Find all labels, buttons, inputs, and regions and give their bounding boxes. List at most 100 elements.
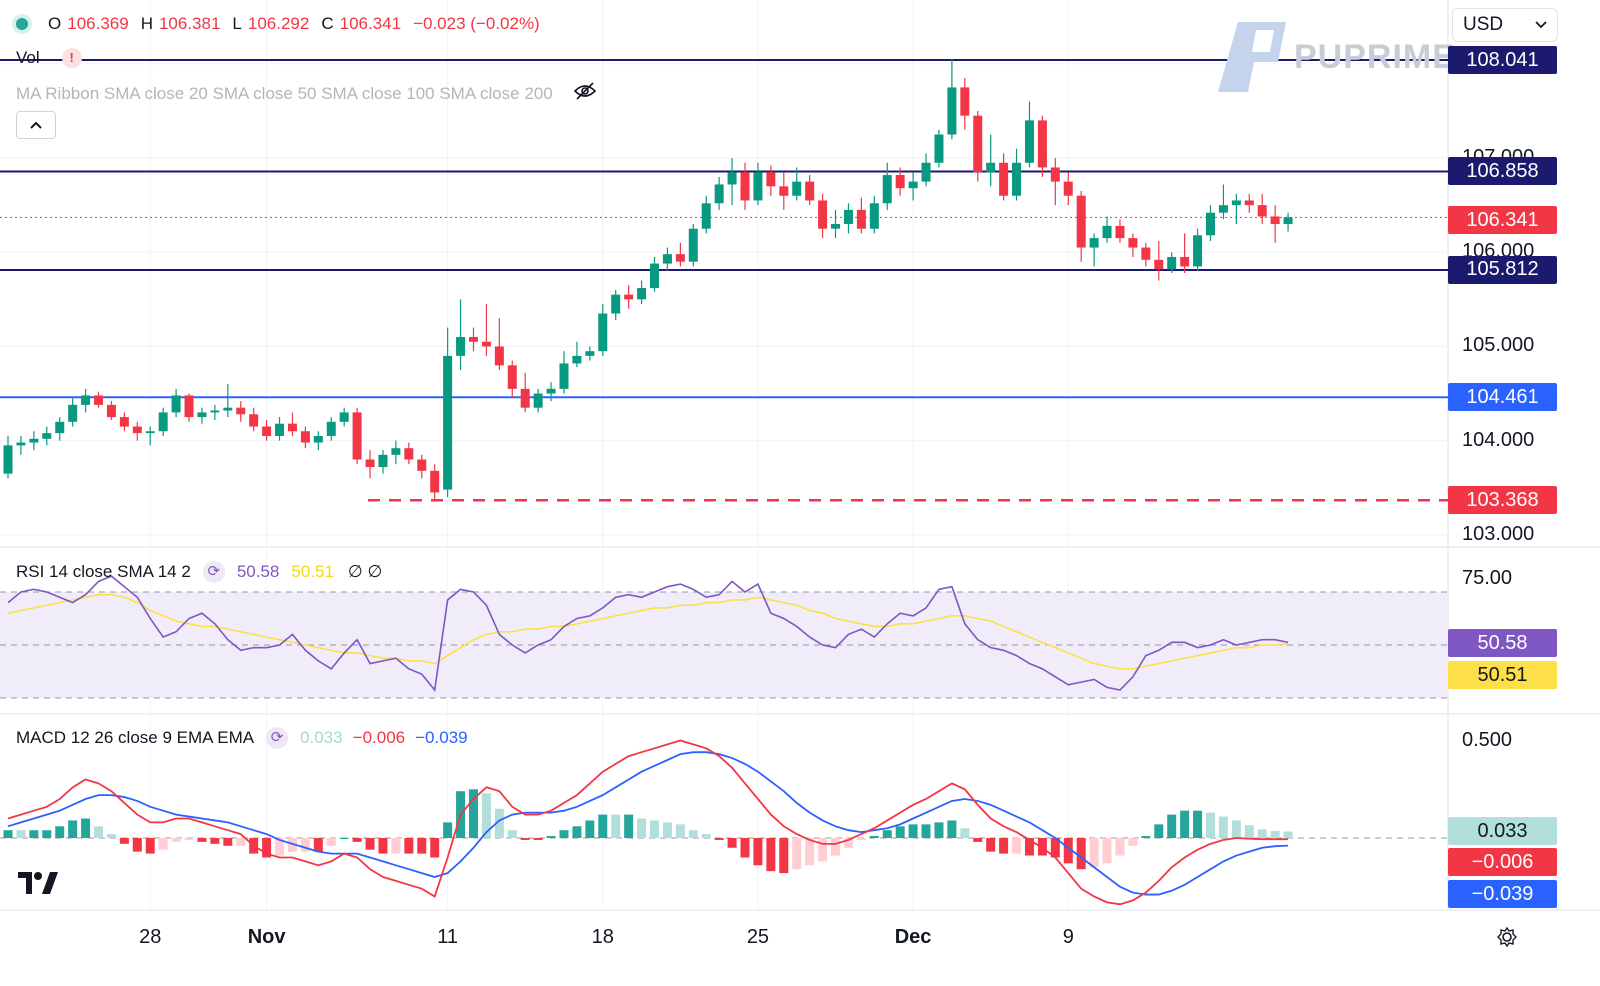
candle-body	[999, 162, 1009, 196]
currency-value: USD	[1463, 14, 1504, 35]
candle-body	[662, 254, 672, 264]
macd-histogram-bar	[559, 830, 569, 838]
macd-histogram-bar	[1102, 838, 1112, 864]
candle-body	[275, 423, 285, 436]
candle-body	[753, 172, 763, 201]
candle-body	[921, 162, 931, 182]
rsi-tick-label: 75.00	[1462, 566, 1513, 589]
candle-body	[1141, 247, 1151, 260]
settings-icon[interactable]	[1496, 926, 1518, 953]
candle-body	[494, 346, 504, 366]
macd-histogram-bar	[986, 838, 996, 852]
macd-histogram-bar	[792, 838, 802, 870]
macd-histogram-bar	[1167, 814, 1177, 838]
candle-body	[481, 341, 491, 347]
candle-body	[1024, 120, 1034, 163]
tradingview-logo-icon[interactable]	[18, 870, 62, 901]
candle-body	[339, 412, 349, 422]
currency-select[interactable]: USD	[1452, 8, 1558, 42]
time-tick-label: Nov	[247, 926, 286, 948]
candle-body	[106, 404, 116, 418]
watermark-text: PUPRIME	[1294, 37, 1456, 76]
macd-histogram-bar	[300, 838, 310, 852]
candle-body	[1193, 235, 1203, 267]
macd-histogram-bar	[675, 824, 685, 838]
candle-body	[1257, 205, 1267, 217]
candle-body	[1050, 167, 1060, 182]
candle-body	[443, 355, 453, 490]
ma-ribbon-legend[interactable]: MA Ribbon SMA close 20 SMA close 50 SMA …	[16, 81, 597, 106]
macd-histogram-bar	[171, 838, 181, 842]
candle-body	[313, 435, 323, 443]
low-value: 106.292	[247, 14, 310, 33]
price-tag: 106.858	[1448, 157, 1557, 186]
open-value: 106.369	[67, 14, 129, 33]
time-tick-label: 28	[139, 926, 162, 948]
macd-histogram-bar	[611, 814, 621, 838]
macd-histogram-bar	[520, 838, 530, 840]
macd-legend[interactable]: MACD 12 26 close 9 EMA EMA ⟳ 0.033 −0.00…	[16, 727, 468, 749]
candle-body	[650, 263, 659, 289]
macd-signal-line	[7, 751, 1289, 896]
macd-histogram-bar	[908, 824, 918, 838]
rsi-legend[interactable]: RSI 14 close SMA 14 2 ⟳ 50.58 50.51 ∅ ∅	[16, 561, 382, 583]
vol-label: Vol	[16, 48, 40, 67]
warning-icon[interactable]: !	[61, 48, 82, 68]
macd-histogram-bar	[766, 838, 776, 872]
candle-body	[119, 417, 129, 427]
high-value: 106.381	[158, 14, 221, 33]
macd-histogram-bar	[856, 838, 866, 840]
macd-histogram-bar	[934, 822, 944, 838]
macd-histogram-bar	[960, 828, 970, 838]
macd-histogram-bar	[1244, 825, 1254, 838]
macd-histogram-bar	[701, 834, 711, 838]
candle-body	[68, 404, 78, 422]
macd-histogram-bar	[598, 814, 608, 838]
macd-hist-value: 0.033	[300, 728, 343, 747]
candle-body	[1037, 120, 1047, 168]
macd-histogram-bar	[275, 838, 285, 856]
macd-histogram-bar	[1180, 810, 1190, 838]
macd-histogram-bar	[430, 838, 440, 858]
collapse-legend-button[interactable]	[16, 111, 56, 139]
macd-histogram-bar	[417, 838, 427, 854]
candle-body	[3, 445, 13, 474]
macd-histogram-bar	[1141, 836, 1151, 838]
watermark: PUPRIME	[1218, 22, 1456, 92]
ohlc-legend: O 106.369 H 106.381 L 106.292 C 106.341 −0.0…	[16, 14, 540, 34]
macd-tick-label: 0.500	[1462, 728, 1513, 751]
macd-histogram-bar	[921, 824, 931, 838]
macd-histogram-bar	[158, 838, 168, 850]
macd-histogram-bar	[1063, 838, 1073, 864]
candle-body	[223, 407, 233, 411]
candle-body	[507, 365, 517, 389]
candle-body	[171, 395, 181, 413]
candle-body	[986, 162, 996, 173]
candle-body	[365, 459, 375, 468]
macd-histogram-bar	[313, 838, 323, 852]
hidden-eye-icon[interactable]	[573, 81, 597, 106]
candle-body	[973, 115, 983, 173]
vol-legend[interactable]: Vol !	[16, 48, 82, 68]
candle-body	[805, 181, 815, 201]
macd-histogram-bar	[481, 793, 491, 838]
macd-histogram-bar	[494, 808, 504, 838]
macd-histogram-bar	[1193, 810, 1203, 838]
candle-body	[55, 421, 65, 434]
macd-histogram-bar	[16, 830, 26, 838]
refresh-icon[interactable]: ⟳	[266, 727, 289, 749]
candle-body	[533, 393, 543, 408]
candle-body	[1102, 225, 1112, 239]
macd-histogram-bar	[68, 820, 78, 838]
candle-body	[598, 313, 608, 352]
price-tick-label: 103.000	[1462, 522, 1535, 545]
candle-body	[546, 388, 556, 394]
macd-histogram-bar	[1076, 838, 1086, 870]
refresh-icon[interactable]: ⟳	[202, 561, 225, 583]
candle-body	[895, 175, 905, 189]
candle-body	[611, 294, 621, 314]
time-tick-label: 9	[1062, 926, 1074, 948]
price-tag: 105.812	[1448, 255, 1557, 284]
candle-body	[404, 448, 414, 460]
